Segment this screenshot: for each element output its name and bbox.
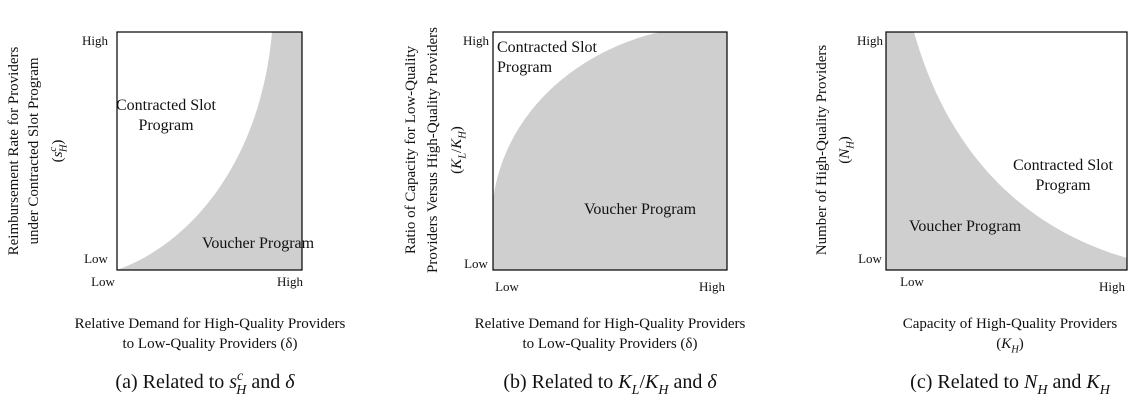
x-tick-label: Low (495, 279, 519, 294)
text-part: K (1085, 371, 1101, 393)
text-part: K (449, 158, 465, 170)
y-axis-label: under Contracted Slot Program (26, 57, 42, 244)
text-part: ( (996, 336, 1001, 352)
region-label: Voucher Program (909, 218, 1022, 235)
y-axis-label: Ratio of Capacity for Low-Quality (403, 45, 419, 254)
text-part: ) (1019, 336, 1024, 352)
y-tick-label: High (463, 33, 490, 48)
x-axis-label: to Low-Quality Providers (δ) (523, 336, 698, 352)
y-axis-label: Reimbursement Rate for Providers (6, 46, 22, 255)
region-label: Voucher Program (584, 201, 697, 218)
y-tick-label: Low (84, 251, 108, 266)
shaded-region (493, 32, 727, 270)
region-label: Program (497, 59, 553, 76)
x-axis-label: to Low-Quality Providers (δ) (123, 336, 298, 352)
text-part: H (1099, 383, 1111, 398)
text-part: / (639, 371, 645, 393)
text-part: N (1023, 371, 1039, 393)
y-axis-symbol: (scH) (48, 140, 70, 163)
region-label: Contracted Slot (116, 97, 217, 114)
caption: (a) Related to sc H and δ (115, 369, 295, 398)
text-part: (a) Related to (115, 371, 229, 393)
text-part: L (458, 153, 469, 160)
plot-frame (492, 31, 728, 271)
text-part: (b) Related to (503, 371, 618, 393)
text-part: N (837, 148, 853, 160)
region-label: Program (138, 117, 194, 134)
text-part: s (50, 151, 66, 157)
x-tick-label: Low (900, 274, 924, 289)
text-part: / (449, 148, 465, 153)
y-axis-label: Number of High-Quality Providers (814, 45, 830, 256)
text-part: ( (837, 159, 853, 164)
text-part: K (1000, 336, 1012, 352)
x-tick-label: Low (91, 274, 115, 289)
text-part: ) (837, 136, 853, 141)
text-part: K (449, 138, 465, 150)
text-part: ( (50, 157, 66, 162)
region-label: Contracted Slot (497, 39, 598, 56)
text-part: s (229, 371, 237, 393)
text-part: ) (50, 140, 66, 145)
y-tick-label: Low (464, 256, 488, 271)
y-axis-symbol: (KL/KH) (449, 126, 469, 174)
text-part: c (48, 147, 59, 152)
x-tick-label: High (277, 274, 304, 289)
shaded-region (117, 32, 302, 270)
plot-frame (885, 31, 1128, 271)
y-axis-label: Providers Versus High-Quality Providers (425, 27, 441, 273)
x-tick-label: High (1099, 279, 1126, 294)
x-tick-label: High (699, 279, 726, 294)
text-part: H (1036, 383, 1048, 398)
x-axis-label: Capacity of High-Quality Providers (903, 316, 1118, 332)
text-part: and (1047, 371, 1086, 393)
text-part: L (631, 383, 640, 398)
x-axis-label: Relative Demand for High-Quality Provide… (75, 316, 346, 332)
region-label: Program (1035, 177, 1091, 194)
y-tick-label: High (857, 33, 884, 48)
x-axis-symbol: (KH) (996, 336, 1024, 356)
text-part: K (617, 371, 633, 393)
text-part: H (846, 140, 857, 150)
text-part: H (458, 130, 469, 140)
text-part: H (59, 143, 70, 153)
text-part: and (246, 371, 285, 393)
text-part: H (657, 383, 669, 398)
text-part: ( (449, 169, 465, 174)
text-part: H (235, 383, 247, 398)
text-part: δ (285, 371, 295, 393)
x-axis-label: Relative Demand for High-Quality Provide… (475, 316, 746, 332)
y-tick-label: Low (858, 251, 882, 266)
text-part: c (237, 369, 244, 384)
shaded-region (886, 32, 1127, 270)
y-axis-symbol: (NH) (837, 136, 857, 164)
y-tick-label: High (82, 33, 109, 48)
text-part: and (668, 371, 707, 393)
region-label: Voucher Program (202, 235, 315, 252)
caption: (b) Related to KL/KH and δ (503, 371, 717, 398)
text-part: δ (707, 371, 717, 393)
region-label: Contracted Slot (1013, 157, 1114, 174)
text-part: K (644, 371, 660, 393)
text-part: H (1010, 345, 1020, 356)
text-part: (c) Related to (910, 371, 1024, 393)
plot-frame (116, 31, 303, 271)
text-part: ) (449, 126, 465, 131)
caption: (c) Related to NH and KH (910, 371, 1111, 398)
